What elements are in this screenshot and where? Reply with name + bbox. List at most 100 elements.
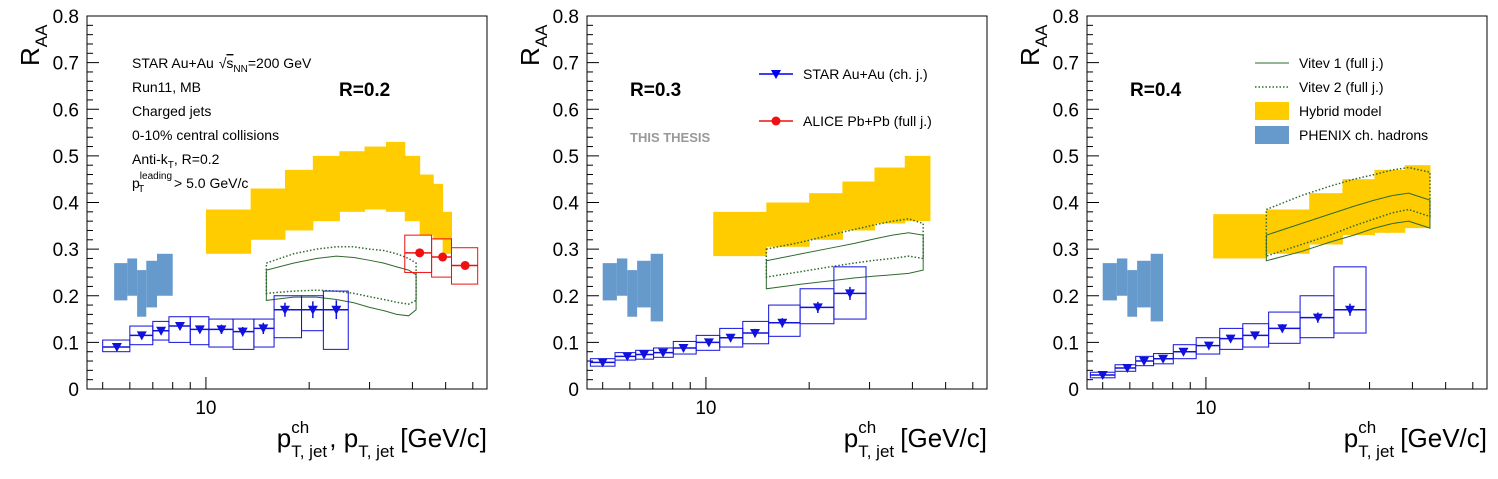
y-tick-label: 0.7 [53,54,79,75]
hybrid-box [312,155,340,222]
star-marker [678,343,689,353]
x-axis-label: pch T, jet [GeV/c] [1344,418,1487,461]
info-line: pleading T > 5.0 GeV/c [132,171,248,195]
y-tick-label: 0.6 [553,100,579,121]
legend-entry: STAR Au+Au (ch. j.) [759,66,928,82]
star-marker [279,305,290,315]
alice-marker [415,248,425,258]
x-tick-label: 10 [195,398,216,419]
hybrid-box [766,202,810,247]
star-marker [136,331,147,341]
star-marker [622,352,633,362]
star-marker [156,326,167,336]
info-line-energy: STAR Au+Au √sNN=200 GeV [132,55,312,75]
phenix-box [1127,270,1138,317]
hybrid-box [433,183,444,240]
star-marker [725,333,736,343]
hybrid-box [364,146,387,210]
star-marker [307,305,318,315]
phenix-box [114,263,128,301]
y-tick-label: 0.1 [553,333,579,354]
star-marker [639,350,650,360]
phenix-box [146,260,158,308]
phenix-box [1137,260,1151,308]
star-marker [1122,364,1133,374]
vitev1-band [1265,192,1431,262]
y-tick-label: 0.6 [1053,100,1079,121]
star-marker [1203,341,1214,351]
phenix-box [127,258,138,296]
y-tick-label: 0.1 [1053,333,1079,354]
hybrid-box [385,141,406,212]
hybrid-box [1374,169,1406,233]
y-tick-label: 0.3 [53,240,79,261]
legend-entry: Vitev 1 (full j.) [1255,55,1384,71]
y-tick-label: 0.5 [53,147,79,168]
star-marker [237,327,248,337]
legend-box [1255,126,1289,144]
phenix-box [1150,253,1164,322]
star-marker [1225,334,1236,344]
y-tick-label: 0.5 [553,147,579,168]
legend-label: ALICE Pb+Pb (full j.) [803,113,932,129]
hybrid-box [442,211,452,254]
y-axis-label: RAA [515,24,551,66]
y-axis-label: RAA [1015,24,1051,66]
legend-marker [771,70,781,79]
star-marker [844,289,855,299]
hybrid-box [809,193,843,240]
phenix-box [616,258,628,296]
y-tick-label: 0.3 [1053,240,1079,261]
hybrid-box [1213,214,1267,259]
y-tick-label: 0.8 [553,7,579,28]
star-marker [1097,371,1108,381]
panel-3: 0 0.1 0.2 0.3 0.4 0.5 0.6 0.7 0.8 10 RAA pch T, jet … [1015,7,1488,461]
hybrid-box [419,174,434,236]
x-axis-label: pch T, jet , pT, jet [GeV/c] [277,418,487,461]
y-tick-label: 0.4 [553,194,580,215]
hybrid-box [1266,209,1310,254]
star-marker [703,338,714,348]
y-tick-label: 0 [1068,380,1079,401]
alice-marker [460,260,470,270]
legend-entry: Vitev 2 (full j.) [1255,79,1384,95]
hybrid-box [284,169,314,231]
y-tick-label: 0.2 [1053,287,1079,308]
phenix-box [137,270,147,317]
y-tick-label: 0.4 [53,194,80,215]
star-marker [258,324,269,334]
vitev1-band [765,232,924,290]
x-tick-label: 10 [1195,398,1216,419]
star-marker [174,322,185,332]
legend-label: STAR Au+Au (ch. j.) [803,66,928,82]
panel-1: 0 0.1 0.2 0.3 0.4 0.5 0.6 0.7 0.8 10 RAA pch T, jet … [15,7,488,461]
legend-entry: ALICE Pb+Pb (full j.) [759,113,932,129]
phenix-box [602,263,617,301]
phenix-box [650,253,664,322]
y-tick-label: 0.3 [553,240,579,261]
star-marker [111,343,122,353]
vitev2-band [765,218,924,278]
legend-label: Vitev 2 (full j.) [1299,79,1384,95]
info-line: Anti-kT, R=0.2 [132,151,220,171]
star-marker [658,348,669,358]
y-tick-label: 0.6 [53,100,79,121]
star-marker [216,325,227,335]
star-marker [194,325,205,335]
vitev2-band [265,246,417,305]
star-marker [1312,313,1323,323]
star-sys-box [102,339,131,353]
x-axis-label: pch T, jet [GeV/c] [844,418,987,461]
phenix-box [1116,258,1128,296]
star-sys-box [1333,266,1367,334]
radius-label: R=0.3 [630,80,681,101]
hybrid-box [904,155,931,222]
panel-2: 0 0.1 0.2 0.3 0.4 0.5 0.6 0.7 0.8 10 RAA pch T, jet … [515,7,988,461]
star-marker [1277,324,1288,334]
y-tick-label: 0.1 [53,333,79,354]
phenix-box [1102,263,1117,301]
y-tick-label: 0.2 [553,287,579,308]
star-marker [1139,357,1150,367]
star-marker [597,358,608,368]
